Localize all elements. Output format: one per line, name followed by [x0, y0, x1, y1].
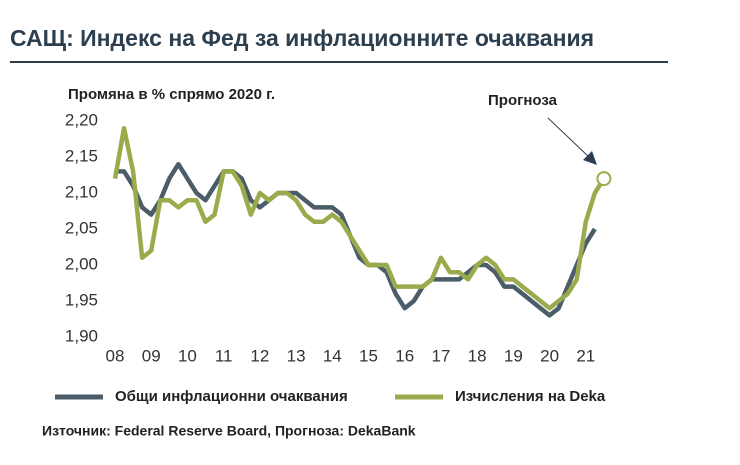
y-tick-label: 2,20 [65, 110, 98, 129]
series-line [112, 125, 606, 311]
x-tick-label: 18 [468, 346, 487, 365]
y-tick-label: 2,15 [65, 146, 98, 165]
annotation: Прогноза [488, 92, 558, 109]
x-tick-label: 17 [431, 346, 450, 365]
arrow-head [583, 151, 597, 165]
y-tick-label: 1,90 [65, 326, 98, 345]
x-tick-label: 21 [576, 346, 595, 365]
x-tick-label: 10 [178, 346, 197, 365]
x-tick-label: 16 [395, 346, 414, 365]
x-tick-label: 08 [106, 346, 125, 365]
legend-label: Изчисления на Deka [455, 388, 606, 405]
x-tick-label: 11 [215, 346, 233, 365]
forecast-marker [596, 171, 612, 187]
y-tick-label: 2,10 [65, 182, 98, 201]
x-tick-label: 14 [323, 346, 342, 365]
y-tick-label: 2,00 [65, 254, 98, 273]
subtitle: Промяна в % спрямо 2020 г. [68, 86, 275, 103]
x-tick-label: 09 [142, 346, 161, 365]
chart-title: САЩ: Индекс на Фед за инфлационните очак… [10, 25, 594, 51]
x-tick-label: 19 [504, 346, 523, 365]
x-tick-label: 20 [540, 346, 559, 365]
source: Източник: Federal Reserve Board, Прогноз… [42, 423, 416, 439]
x-tick-label: 15 [359, 346, 378, 365]
y-tick-label: 1,95 [65, 290, 98, 309]
x-tick-label: 13 [287, 346, 306, 365]
x-tick-label: 12 [250, 346, 269, 365]
y-tick-label: 2,05 [65, 218, 98, 237]
annotation-arrow [547, 117, 591, 159]
legend-label: Общи инфлационни очаквания [115, 388, 348, 405]
